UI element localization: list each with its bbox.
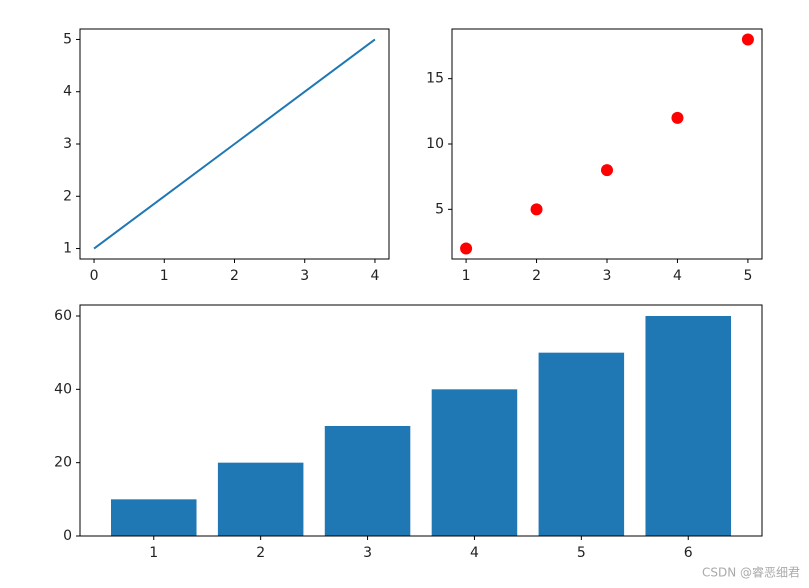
x-tick-label: 5 bbox=[577, 545, 586, 561]
y-tick-label: 0 bbox=[63, 528, 72, 544]
x-tick-label: 5 bbox=[743, 268, 752, 284]
bar bbox=[111, 499, 197, 536]
y-tick-label: 15 bbox=[426, 71, 444, 87]
y-tick-label: 4 bbox=[63, 84, 72, 100]
x-tick-label: 0 bbox=[90, 268, 99, 284]
x-tick-label: 3 bbox=[300, 268, 309, 284]
point bbox=[671, 111, 684, 124]
x-tick-label: 2 bbox=[256, 545, 265, 561]
x-tick-label: 2 bbox=[532, 268, 541, 284]
y-tick-label: 10 bbox=[426, 136, 444, 152]
bar bbox=[324, 426, 411, 536]
x-tick-label: 3 bbox=[363, 545, 372, 561]
point bbox=[460, 242, 473, 255]
point bbox=[601, 164, 613, 177]
x-tick-label: 6 bbox=[684, 545, 693, 561]
x-tick-label: 4 bbox=[673, 268, 682, 284]
point bbox=[530, 203, 543, 216]
y-tick-label: 2 bbox=[63, 188, 72, 204]
line bbox=[93, 38, 376, 250]
x-tick-label: 4 bbox=[370, 268, 379, 284]
bar bbox=[538, 352, 625, 536]
point bbox=[741, 33, 754, 46]
y-tick-label: 5 bbox=[435, 201, 444, 217]
y-tick-label: 40 bbox=[54, 381, 72, 397]
x-tick-label: 1 bbox=[160, 268, 169, 284]
y-tick-label: 5 bbox=[63, 31, 72, 47]
x-tick-label: 2 bbox=[230, 268, 239, 284]
x-tick-label: 4 bbox=[470, 545, 479, 561]
watermark: CSDN @睿恶细君 bbox=[702, 565, 800, 580]
bar bbox=[217, 462, 304, 536]
y-tick-label: 20 bbox=[54, 455, 72, 471]
x-tick-label: 3 bbox=[603, 268, 612, 284]
y-tick-label: 1 bbox=[63, 241, 72, 257]
y-tick-label: 3 bbox=[63, 136, 72, 152]
axes-frame bbox=[79, 304, 763, 537]
bar bbox=[431, 389, 518, 536]
y-tick-label: 60 bbox=[54, 308, 72, 324]
x-tick-label: 1 bbox=[149, 545, 158, 561]
x-tick-label: 1 bbox=[462, 268, 471, 284]
bar bbox=[645, 316, 731, 536]
